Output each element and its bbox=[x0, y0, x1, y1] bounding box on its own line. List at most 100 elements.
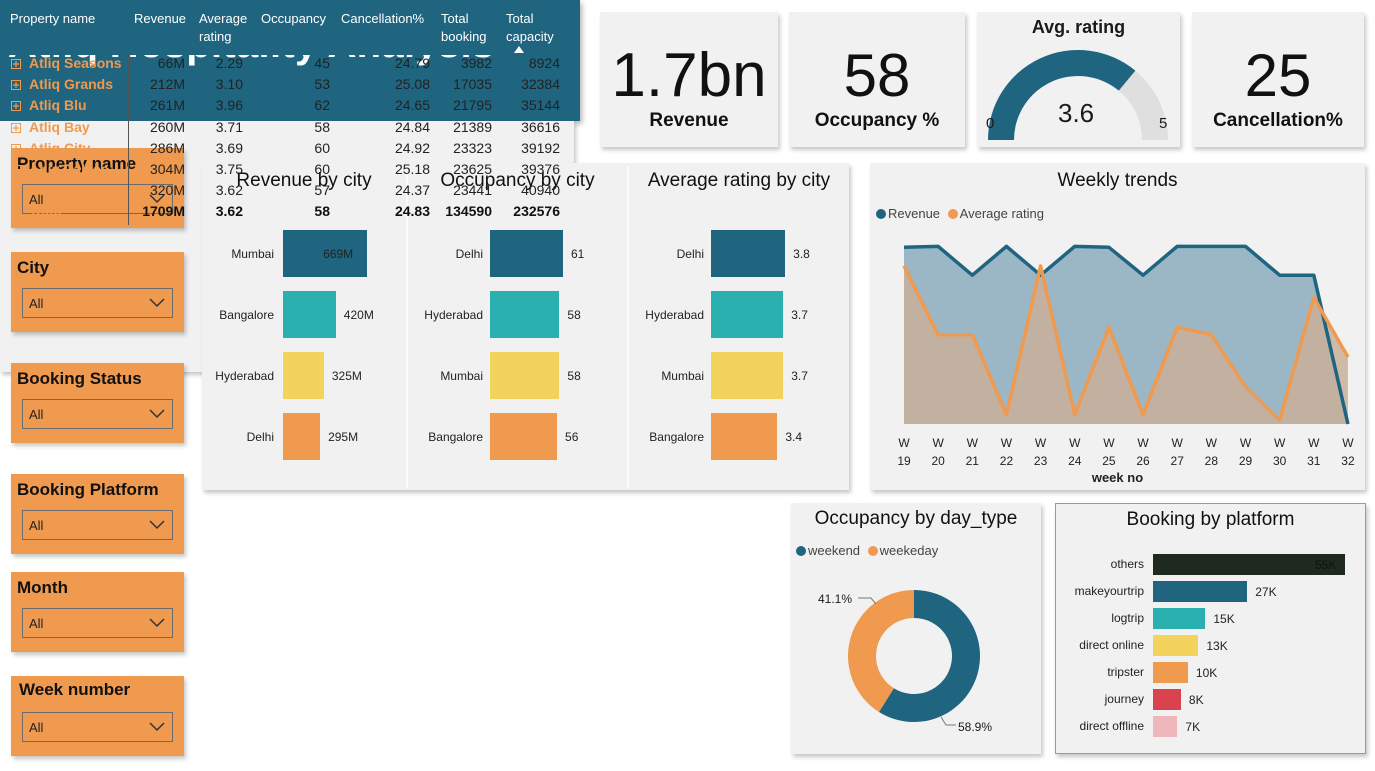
kpi-occupancy-label: Occupancy % bbox=[814, 110, 940, 131]
property-name-cell[interactable]: Atliq Blu bbox=[29, 97, 87, 114]
expand-row-icon[interactable] bbox=[11, 101, 21, 112]
bar-category-label: Delhi bbox=[455, 247, 483, 261]
occupancy-by-day-type-chart[interactable]: Occupancy by day_type weekend weekeday 4… bbox=[791, 503, 1041, 754]
kpi-rating-card[interactable]: Avg. rating 3.6 0 5 bbox=[977, 12, 1180, 147]
col-header-rating[interactable]: Average rating bbox=[199, 11, 248, 44]
table-cell: 23625 bbox=[453, 161, 492, 177]
table-cell: 62 bbox=[314, 97, 330, 114]
table-header: Property name Revenue Average rating Occ… bbox=[6, 5, 568, 55]
month-dropdown[interactable]: All bbox=[22, 608, 173, 638]
booking-platform-dropdown[interactable]: All bbox=[22, 510, 173, 540]
table-cell: 32384 bbox=[521, 76, 560, 93]
gauge-min-label: 0 bbox=[986, 115, 995, 132]
revenue-by-city-chart[interactable]: Revenue by city Mumbai 669M Bangalore 420M H… bbox=[202, 163, 406, 490]
table-cell: 57 bbox=[314, 182, 330, 199]
col-header-cancellation[interactable]: Cancellation% bbox=[341, 11, 425, 26]
slicer-week-number: Week number All bbox=[11, 676, 184, 756]
property-name-cell[interactable]: Atliq City bbox=[29, 139, 91, 156]
expand-row-icon[interactable] bbox=[11, 122, 21, 133]
bar bbox=[1153, 554, 1345, 575]
kpi-cancellation-card[interactable]: 25 Cancellation% bbox=[1192, 12, 1364, 147]
table-cell: 23323 bbox=[453, 139, 492, 156]
table-divider bbox=[128, 55, 129, 225]
kpi-occupancy-card[interactable]: 58 Occupancy % bbox=[789, 12, 965, 147]
bar bbox=[490, 291, 560, 338]
table-cell: 3.96 bbox=[215, 97, 243, 114]
property-name-cell[interactable]: Atliq Seasons bbox=[29, 55, 122, 71]
total-cell: 58 bbox=[314, 203, 330, 220]
gauge-fill bbox=[988, 49, 1136, 140]
gauge-max-label: 5 bbox=[1159, 115, 1168, 132]
x-tick-prefix: W bbox=[1240, 436, 1252, 450]
x-tick-prefix: W bbox=[932, 436, 944, 450]
booking-status-dropdown[interactable]: All bbox=[22, 399, 173, 429]
kpi-revenue-card[interactable]: 1.7bn Revenue bbox=[600, 12, 778, 147]
occupancy-by-city-chart[interactable]: Occupancy by city Delhi 61 Hyderabad 58 Mumb… bbox=[408, 163, 627, 490]
table-cell: 212M bbox=[149, 76, 185, 93]
table-cell: 3.10 bbox=[215, 76, 243, 93]
bar bbox=[1153, 581, 1248, 602]
table-cell: 39376 bbox=[521, 161, 560, 177]
expand-row-icon[interactable] bbox=[11, 59, 21, 69]
bar-category-label: direct online bbox=[1079, 638, 1144, 652]
table-cell: 66M bbox=[157, 55, 185, 71]
platform-bars: others 55K makeyourtrip 27K logtrip 15K direct… bbox=[1056, 504, 1367, 755]
panel-divider bbox=[627, 166, 629, 488]
city-dropdown[interactable]: All bbox=[22, 288, 173, 318]
chart-title: Average rating by city bbox=[647, 170, 831, 191]
bar-value-label: 8K bbox=[1188, 693, 1204, 707]
property-name-cell[interactable]: Atliq Palace bbox=[29, 161, 109, 177]
expand-row-icon[interactable] bbox=[11, 165, 21, 175]
bar-category-label: makeyourtrip bbox=[1074, 584, 1144, 598]
table-cell: 286M bbox=[149, 139, 185, 156]
dropdown-value: All bbox=[29, 296, 44, 311]
total-cell: 1709M bbox=[142, 203, 185, 220]
bar-value-label: 3.8 bbox=[793, 247, 810, 261]
bar-category-label: others bbox=[1110, 557, 1144, 571]
chevron-down-icon bbox=[149, 520, 165, 530]
table-cell: 40940 bbox=[521, 182, 560, 199]
dropdown-value: All bbox=[29, 720, 44, 735]
plus-icon bbox=[13, 167, 19, 173]
chevron-down-icon bbox=[149, 298, 165, 308]
bar-value-label: 27K bbox=[1255, 585, 1277, 599]
bar bbox=[711, 413, 778, 460]
series-line bbox=[903, 244, 1350, 425]
expand-row-icon[interactable] bbox=[11, 80, 21, 91]
bar-category-label: Hyderabad bbox=[424, 308, 483, 322]
bar bbox=[1153, 689, 1181, 710]
slicer-city: City All bbox=[11, 252, 184, 332]
property-name-cell[interactable]: Atliq Exotica bbox=[29, 182, 114, 199]
chart-title: Revenue by city bbox=[236, 170, 372, 191]
x-tick-prefix: W bbox=[1035, 436, 1047, 450]
plus-icon bbox=[13, 103, 19, 110]
dropdown-value: All bbox=[29, 616, 44, 631]
col-header-total-capacity[interactable]: Total capacity bbox=[506, 11, 554, 44]
table-cell: 45 bbox=[314, 55, 330, 71]
col-header-revenue[interactable]: Revenue bbox=[134, 11, 187, 26]
expand-row-icon[interactable] bbox=[11, 143, 21, 154]
chart-title: Occupancy by day_type bbox=[814, 508, 1018, 529]
booking-by-platform-chart[interactable]: Booking by platform others 55K makeyourtri… bbox=[1055, 503, 1366, 754]
legend-rating: Average rating bbox=[959, 206, 1044, 221]
slicer-title: Month bbox=[17, 578, 68, 597]
bar-category-label: direct offline bbox=[1079, 719, 1144, 733]
slicer-title: Property name bbox=[17, 154, 137, 173]
plus-icon bbox=[13, 188, 19, 195]
x-tick-label: 23 bbox=[1034, 454, 1048, 468]
x-tick-label: 27 bbox=[1171, 454, 1185, 468]
property-name-dropdown[interactable]: All bbox=[22, 184, 173, 214]
property-name-cell[interactable]: Atliq Bay bbox=[29, 118, 90, 135]
property-name-cell[interactable]: Atliq Grands bbox=[29, 76, 114, 93]
total-cell: 232576 bbox=[513, 203, 560, 220]
col-header-total-booking[interactable]: Total booking bbox=[441, 11, 487, 44]
col-header-property[interactable]: Property name bbox=[10, 11, 96, 26]
table-cell: 17035 bbox=[453, 76, 492, 93]
expand-row-icon[interactable] bbox=[11, 186, 21, 197]
donut-slice bbox=[848, 590, 914, 712]
week-number-dropdown[interactable]: All bbox=[22, 712, 173, 742]
weekly-trends-chart[interactable]: Weekly trends Revenue Average rating W 19… bbox=[870, 163, 1365, 490]
col-header-occupancy[interactable]: Occupancy bbox=[261, 11, 327, 26]
bar bbox=[283, 230, 368, 277]
average-rating-by-city-chart[interactable]: Average rating by city Delhi 3.8 Hyderabad… bbox=[629, 163, 849, 490]
